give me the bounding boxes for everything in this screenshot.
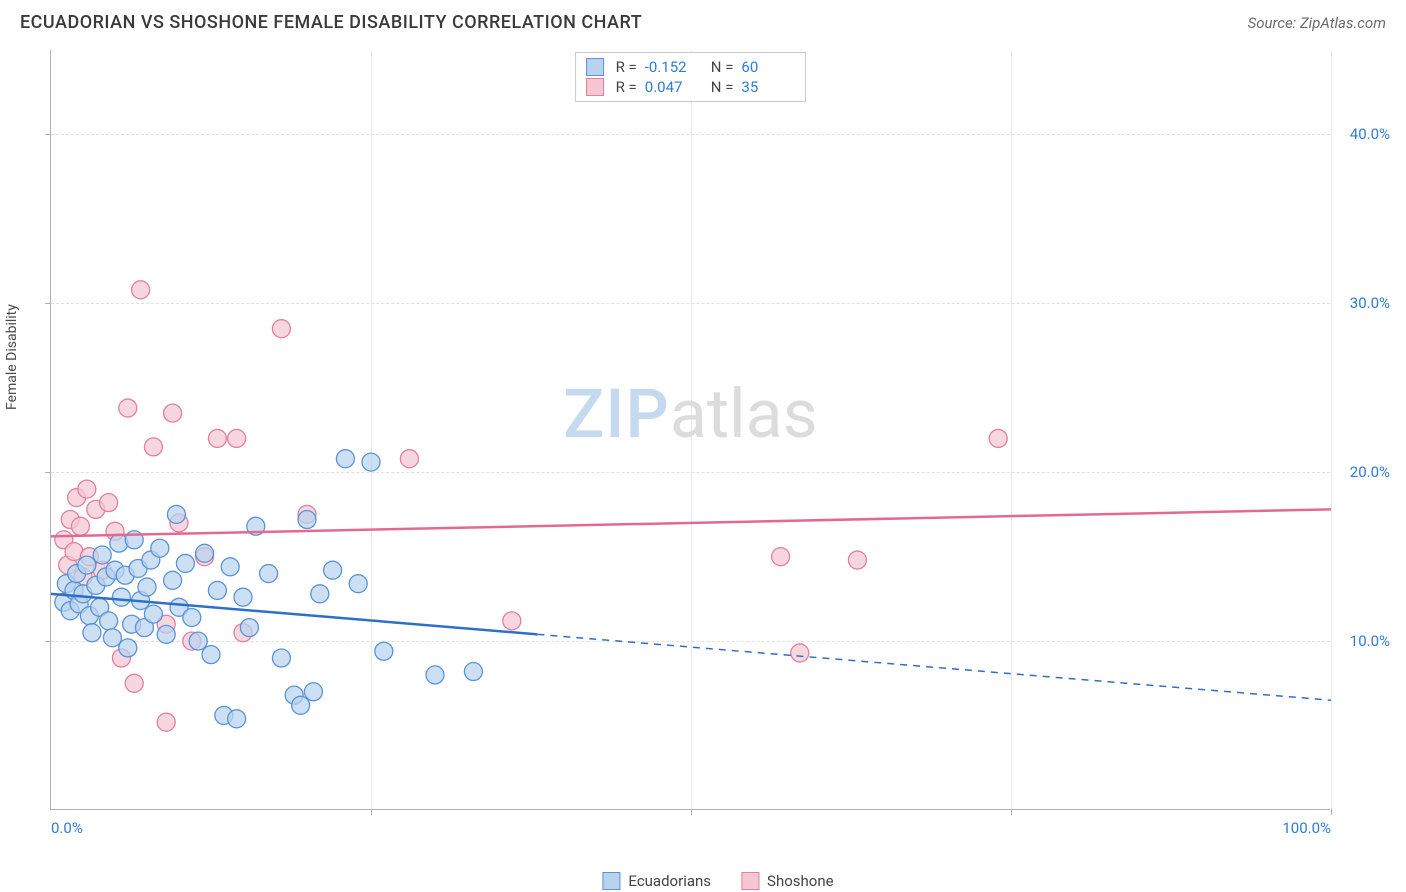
legend-label-ecuadorians: Ecuadorians xyxy=(628,872,711,890)
scatter-point xyxy=(208,581,226,599)
scatter-point xyxy=(208,429,226,447)
plot-svg xyxy=(51,50,1331,810)
scatter-point xyxy=(83,624,101,642)
scatter-point xyxy=(132,281,150,299)
x-tick-mark xyxy=(1331,809,1332,815)
scatter-point xyxy=(164,404,182,422)
scatter-point xyxy=(298,511,316,529)
chart-title: ECUADORIAN VS SHOSHONE FEMALE DISABILITY… xyxy=(20,12,642,33)
y-tick-label: 20.0% xyxy=(1350,463,1390,481)
r-value-shoshone: 0.047 xyxy=(645,78,699,96)
scatter-point xyxy=(100,612,118,630)
scatter-point xyxy=(112,588,130,606)
scatter-point xyxy=(202,646,220,664)
legend-row-shoshone: R = 0.047 N = 35 xyxy=(586,77,796,97)
legend-item-ecuadorians: Ecuadorians xyxy=(602,872,711,890)
scatter-point xyxy=(503,612,521,630)
scatter-point xyxy=(228,710,246,728)
scatter-point xyxy=(93,546,111,564)
swatch-shoshone-bottom xyxy=(741,872,759,890)
y-axis-label: Female Disability xyxy=(4,304,20,410)
header: ECUADORIAN VS SHOSHONE FEMALE DISABILITY… xyxy=(0,0,1406,41)
scatter-point xyxy=(989,429,1007,447)
x-tick-label: 100.0% xyxy=(1282,819,1331,837)
scatter-point xyxy=(100,494,118,512)
chart-container: Female Disability ZIPatlas R = -0.152 N … xyxy=(50,50,1386,860)
scatter-point xyxy=(304,683,322,701)
source-attribution: Source: ZipAtlas.com xyxy=(1248,14,1386,32)
scatter-point xyxy=(196,544,214,562)
scatter-point xyxy=(349,575,367,593)
legend-row-ecuadorians: R = -0.152 N = 60 xyxy=(586,57,796,77)
scatter-point xyxy=(791,644,809,662)
scatter-point xyxy=(221,558,239,576)
scatter-point xyxy=(164,571,182,589)
scatter-point xyxy=(426,666,444,684)
scatter-point xyxy=(183,608,201,626)
scatter-point xyxy=(119,399,137,417)
scatter-point xyxy=(189,632,207,650)
y-tick-label: 40.0% xyxy=(1350,125,1390,143)
scatter-point xyxy=(103,629,121,647)
r-label: R = xyxy=(616,78,637,96)
scatter-point xyxy=(772,548,790,566)
legend-label-shoshone: Shoshone xyxy=(767,872,834,890)
swatch-ecuadorians-bottom xyxy=(602,872,620,890)
r-value-ecuadorians: -0.152 xyxy=(645,58,699,76)
scatter-point xyxy=(311,585,329,603)
x-tick-label: 0.0% xyxy=(51,819,83,837)
n-label: N = xyxy=(711,58,734,76)
scatter-point xyxy=(176,554,194,572)
scatter-point xyxy=(362,453,380,471)
legend-item-shoshone: Shoshone xyxy=(741,872,834,890)
n-value-ecuadorians: 60 xyxy=(741,58,795,76)
scatter-point xyxy=(71,517,89,535)
scatter-point xyxy=(157,713,175,731)
y-tick-label: 10.0% xyxy=(1350,632,1390,650)
grid-line-v xyxy=(1331,50,1332,809)
scatter-point xyxy=(234,588,252,606)
scatter-point xyxy=(144,438,162,456)
series-legend: Ecuadorians Shoshone xyxy=(602,872,833,890)
scatter-point xyxy=(119,639,137,657)
scatter-point xyxy=(151,539,169,557)
scatter-point xyxy=(272,320,290,338)
scatter-point xyxy=(292,696,310,714)
plot-area: ZIPatlas R = -0.152 N = 60 R = 0.047 N =… xyxy=(50,50,1330,810)
scatter-point xyxy=(400,450,418,468)
swatch-ecuadorians xyxy=(586,58,604,76)
scatter-point xyxy=(272,649,290,667)
scatter-point xyxy=(375,642,393,660)
scatter-point xyxy=(228,429,246,447)
scatter-point xyxy=(78,556,96,574)
scatter-point xyxy=(324,561,342,579)
scatter-point xyxy=(78,480,96,498)
trend-line xyxy=(51,509,1331,536)
r-label: R = xyxy=(616,58,637,76)
scatter-point xyxy=(144,605,162,623)
trend-line-dashed xyxy=(537,634,1331,700)
scatter-point xyxy=(157,625,175,643)
scatter-point xyxy=(848,551,866,569)
n-value-shoshone: 35 xyxy=(741,78,795,96)
swatch-shoshone xyxy=(586,78,604,96)
scatter-point xyxy=(464,663,482,681)
scatter-point xyxy=(125,674,143,692)
scatter-point xyxy=(260,565,278,583)
scatter-point xyxy=(336,450,354,468)
y-tick-label: 30.0% xyxy=(1350,294,1390,312)
correlation-legend: R = -0.152 N = 60 R = 0.047 N = 35 xyxy=(575,52,807,102)
scatter-point xyxy=(167,505,185,523)
n-label: N = xyxy=(711,78,734,96)
scatter-point xyxy=(138,578,156,596)
scatter-point xyxy=(240,619,258,637)
